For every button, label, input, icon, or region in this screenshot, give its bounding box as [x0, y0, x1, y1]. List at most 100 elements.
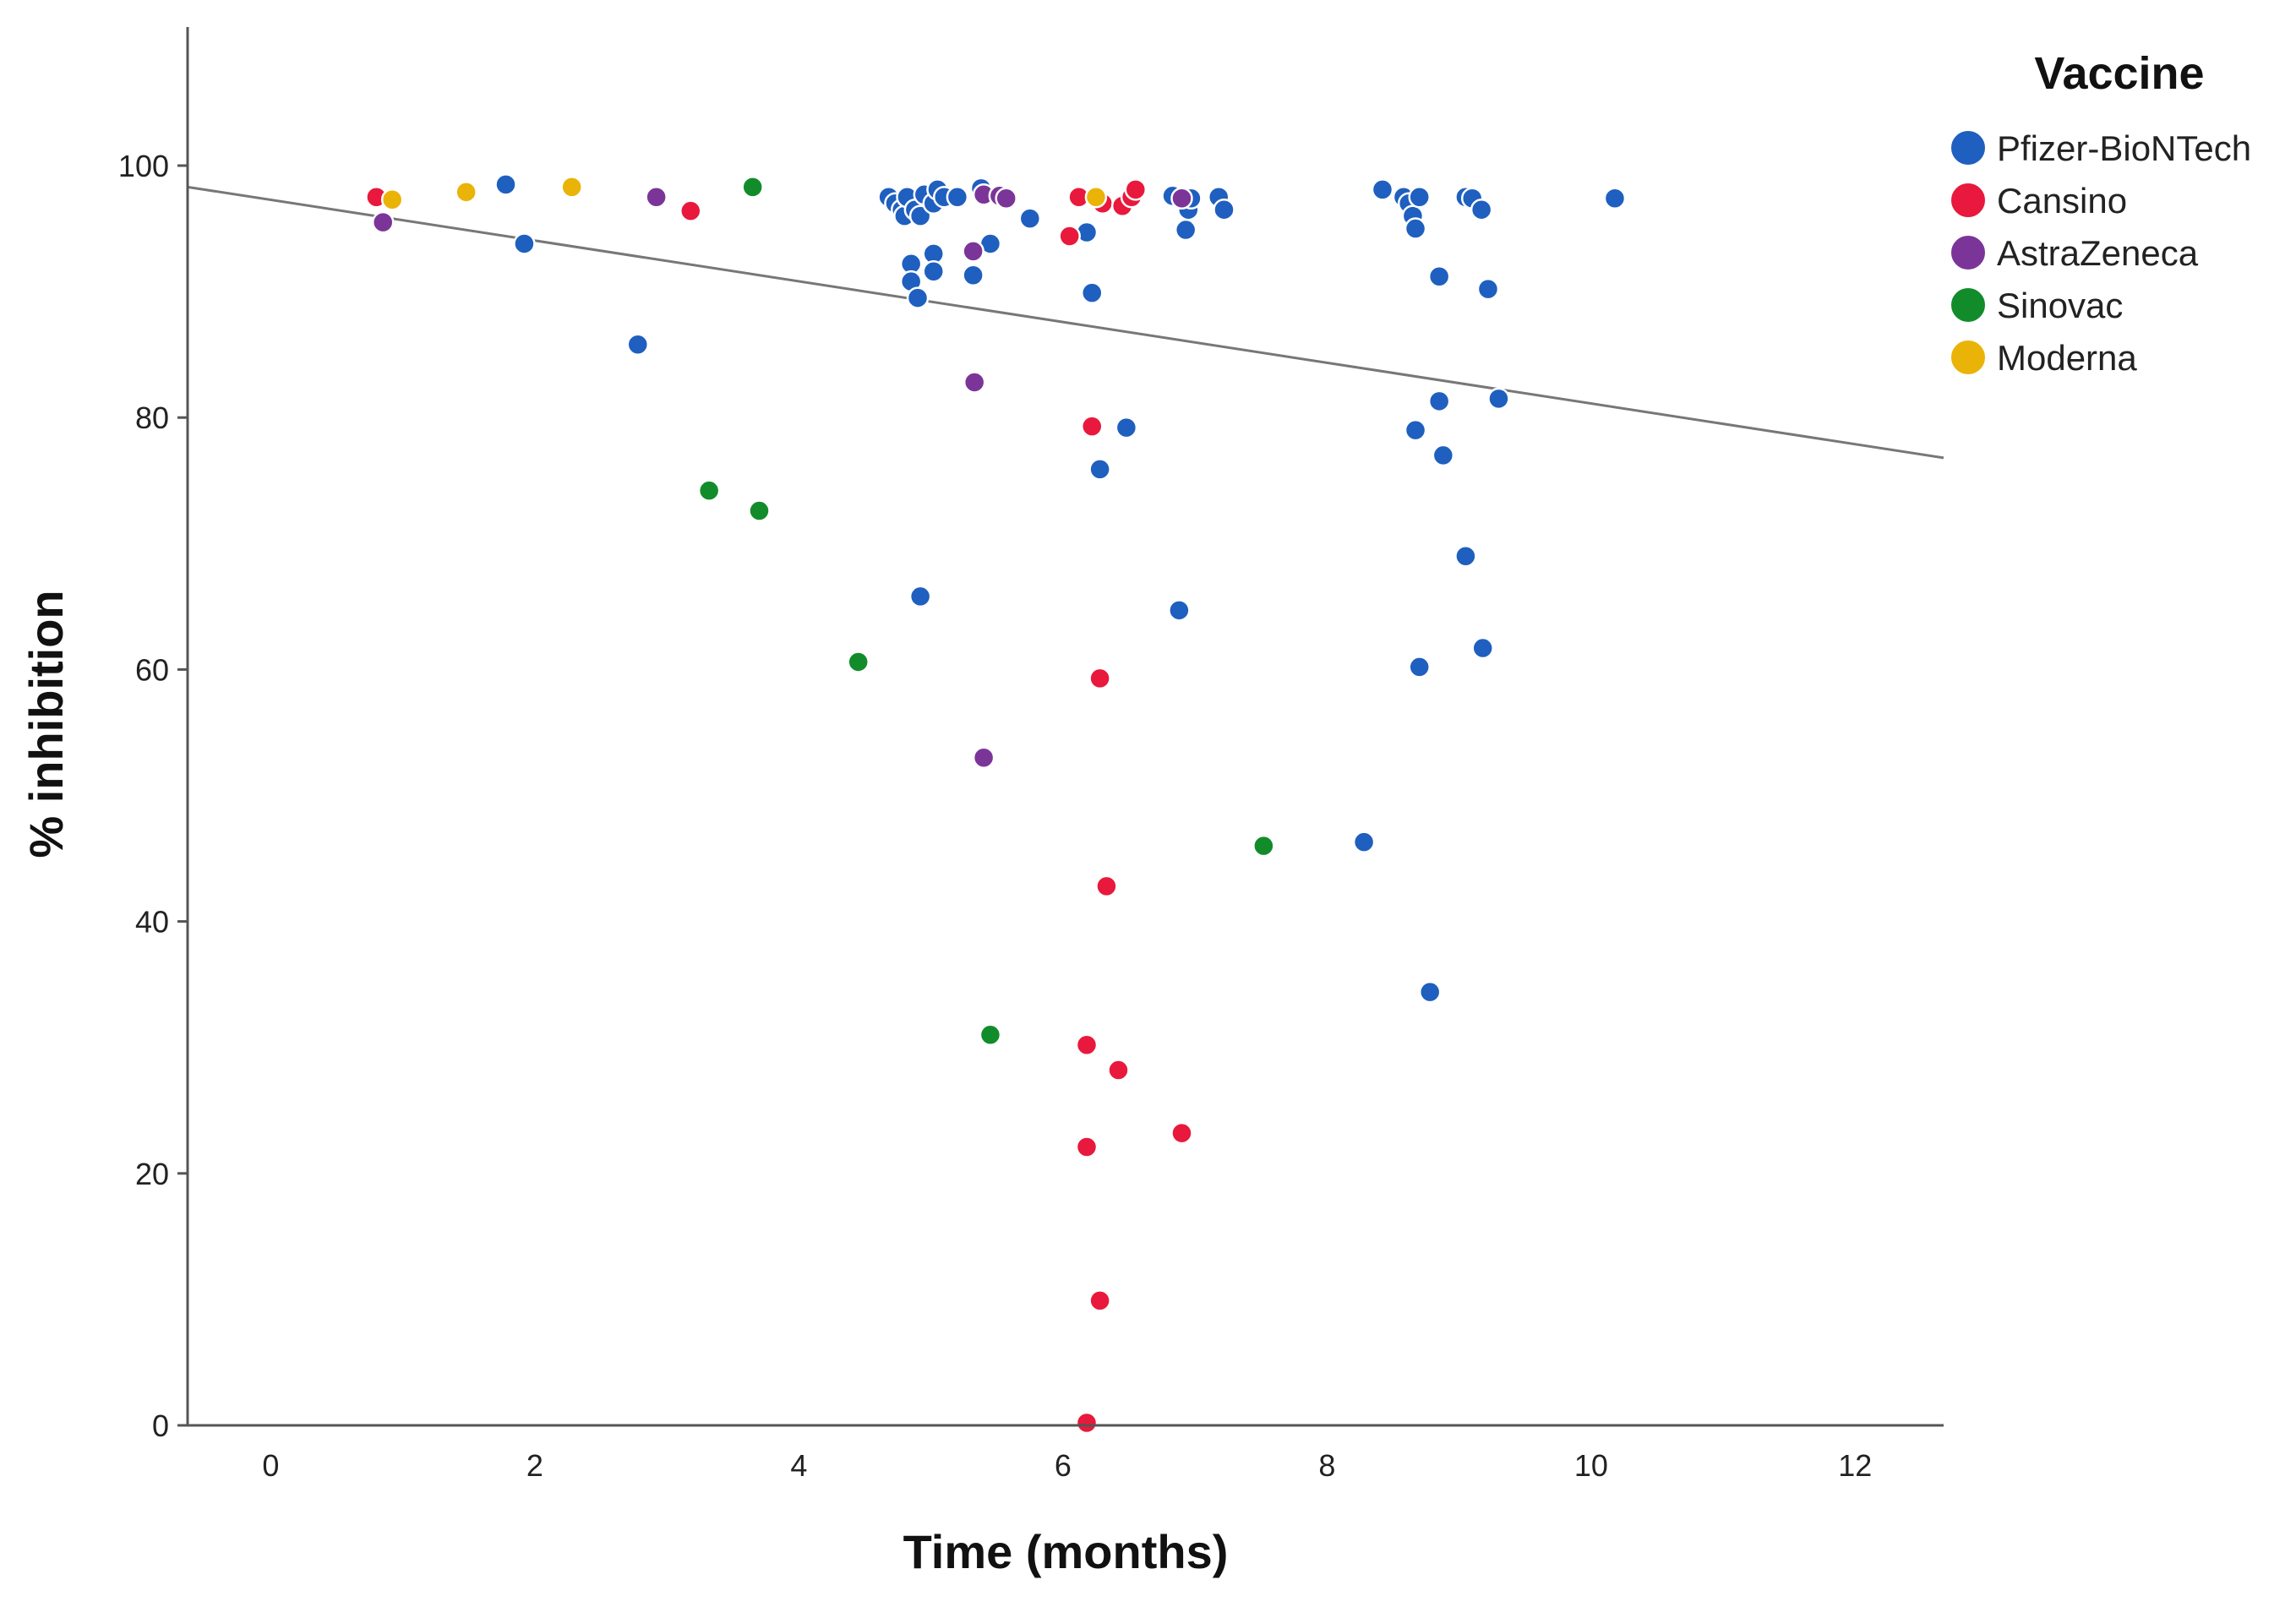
x-tick-label: 4: [790, 1448, 807, 1483]
y-tick-label: 100: [118, 149, 169, 183]
x-tick-label: 12: [1838, 1448, 1872, 1483]
legend-marker: [1950, 234, 1987, 271]
data-point-cansino: [1107, 1059, 1130, 1081]
data-point-pfizer-biontech: [1476, 277, 1500, 301]
data-point-pfizer-biontech: [1427, 264, 1451, 288]
legend-label: Pfizer-BioNTech: [1997, 128, 2251, 168]
x-tick-label: 2: [526, 1448, 543, 1483]
legend-item-astrazeneca: AstraZeneca: [1950, 233, 2199, 273]
series-astrazeneca: [371, 183, 1193, 770]
data-point-pfizer-biontech: [922, 260, 946, 283]
axes: [186, 27, 1944, 1427]
data-point-astrazeneca: [972, 746, 995, 770]
data-point-pfizer-biontech: [1088, 458, 1111, 481]
data-point-pfizer-biontech: [906, 286, 930, 309]
y-tick-label: 0: [152, 1408, 169, 1443]
series-cansino: [365, 178, 1193, 1435]
data-point-sinovac: [697, 479, 721, 502]
data-point-pfizer-biontech: [1115, 416, 1138, 439]
legend-item-sinovac: Sinovac: [1950, 286, 2123, 325]
legend-marker: [1950, 129, 1987, 166]
series-pfizer-biontech: [494, 173, 1627, 1004]
data-point-pfizer-biontech: [908, 585, 932, 608]
data-point-pfizer-biontech: [1018, 207, 1042, 230]
legend-label: Sinovac: [1997, 286, 2123, 325]
data-point-astrazeneca: [962, 240, 984, 263]
data-point-moderna: [1084, 186, 1108, 209]
data-point-moderna: [380, 188, 404, 211]
data-point-astrazeneca: [1170, 187, 1193, 210]
legend-item-pfizer-biontech: Pfizer-BioNTech: [1950, 128, 2251, 168]
data-point-sinovac: [979, 1023, 1002, 1047]
data-point-astrazeneca: [995, 187, 1017, 210]
y-tick-label: 20: [135, 1157, 169, 1191]
data-point-moderna: [455, 181, 477, 204]
data-point-pfizer-biontech: [1603, 187, 1627, 210]
fit-line-layer: [187, 185, 1944, 460]
data-point-pfizer-biontech: [1487, 387, 1510, 411]
data-point-pfizer-biontech: [1404, 217, 1427, 240]
data-point-cansino: [1080, 415, 1104, 438]
legend-item-moderna: Moderna: [1950, 338, 2137, 378]
data-point-pfizer-biontech: [946, 186, 969, 209]
y-tick-label: 60: [135, 652, 169, 687]
data-point-pfizer-biontech: [1470, 198, 1493, 221]
data-point-pfizer-biontech: [1432, 444, 1455, 467]
data-point-cansino: [1088, 1289, 1111, 1312]
data-point-pfizer-biontech: [1213, 198, 1235, 221]
ticks-layer: 0 2 4 6 8 10 12 0 20 40 60 80 100: [118, 149, 1872, 1483]
data-point-cansino: [1075, 1136, 1099, 1158]
x-axis-title: Time (months): [903, 1525, 1229, 1578]
legend-marker: [1950, 286, 1987, 324]
data-point-astrazeneca: [371, 210, 395, 234]
legend: Vaccine Pfizer-BioNTech Cansino AstraZenec…: [1950, 48, 2251, 378]
legend-label: Cansino: [1997, 181, 2127, 221]
legend-label: Moderna: [1997, 338, 2137, 378]
data-point-pfizer-biontech: [962, 264, 984, 286]
x-tick-label: 8: [1318, 1448, 1335, 1483]
y-axis-title: % inhibition: [19, 590, 73, 858]
data-point-sinovac: [748, 499, 771, 522]
data-point-pfizer-biontech: [1404, 418, 1427, 442]
data-point-pfizer-biontech: [1080, 281, 1104, 304]
data-point-pfizer-biontech: [1408, 186, 1431, 209]
data-point-pfizer-biontech: [1454, 544, 1477, 568]
data-point-pfizer-biontech: [1427, 389, 1451, 413]
data-point-astrazeneca: [963, 371, 986, 394]
data-point-pfizer-biontech: [1371, 178, 1394, 201]
data-points-layer: [365, 173, 1627, 1435]
series-moderna: [380, 176, 1108, 211]
data-point-cansino: [1088, 667, 1111, 690]
data-point-pfizer-biontech: [494, 173, 517, 196]
data-point-cansino: [1058, 225, 1081, 248]
data-point-pfizer-biontech: [1352, 831, 1376, 853]
data-point-cansino: [1170, 1121, 1193, 1145]
data-point-pfizer-biontech: [1168, 599, 1191, 622]
data-point-cansino: [1095, 874, 1118, 898]
data-point-pfizer-biontech: [1174, 218, 1197, 242]
legend-title: Vaccine: [2034, 48, 2204, 99]
data-point-cansino: [1124, 178, 1148, 201]
data-point-cansino: [1075, 1033, 1099, 1056]
fit-line: [187, 185, 1944, 460]
legend-item-cansino: Cansino: [1950, 181, 2127, 221]
data-point-pfizer-biontech: [1418, 980, 1442, 1004]
x-tick-label: 10: [1574, 1448, 1608, 1483]
data-point-pfizer-biontech: [626, 333, 650, 356]
y-tick-label: 80: [135, 400, 169, 435]
data-point-pfizer-biontech: [1471, 636, 1494, 660]
legend-marker: [1950, 339, 1987, 376]
series-sinovac: [697, 176, 1275, 1047]
data-point-moderna: [560, 176, 583, 199]
data-point-pfizer-biontech: [513, 232, 536, 255]
data-point-astrazeneca: [645, 186, 668, 209]
data-point-cansino: [1075, 1411, 1099, 1435]
data-point-sinovac: [1252, 834, 1275, 858]
data-point-sinovac: [741, 176, 764, 199]
legend-label: AstraZeneca: [1997, 233, 2199, 273]
data-point-pfizer-biontech: [1408, 656, 1431, 678]
x-tick-label: 6: [1055, 1448, 1072, 1483]
x-tick-label: 0: [262, 1448, 279, 1483]
y-tick-label: 40: [135, 905, 169, 940]
